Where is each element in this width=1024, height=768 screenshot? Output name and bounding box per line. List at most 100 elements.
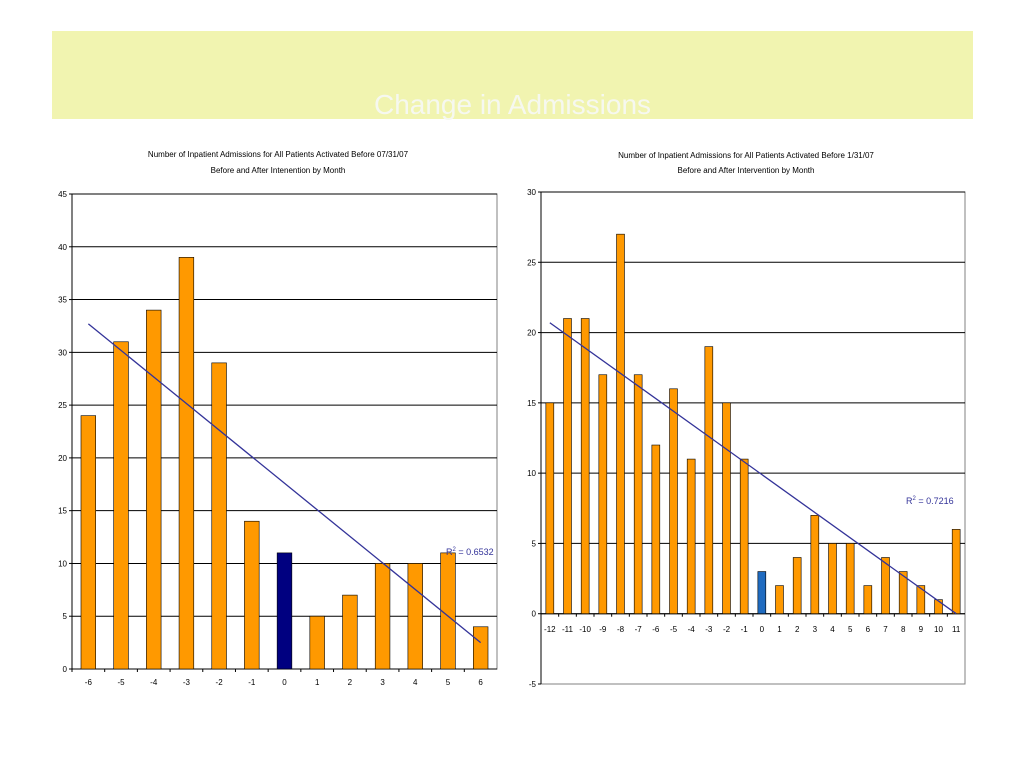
x-tick-label: -3	[705, 625, 713, 634]
bar	[598, 374, 608, 615]
bar	[669, 388, 678, 615]
bar	[407, 563, 423, 670]
bar	[757, 571, 767, 615]
y-tick-label: 30	[527, 188, 536, 197]
title-banner: Change in Admissions	[52, 31, 973, 120]
x-tick-label: 9	[919, 625, 924, 634]
bar	[704, 346, 714, 615]
chart-subtitle: Before and After Intenention by Month	[211, 166, 346, 175]
bar	[580, 318, 590, 615]
x-tick-label: -2	[216, 678, 224, 687]
y-tick-label: 25	[527, 258, 536, 267]
x-tick-label: -5	[670, 625, 678, 634]
x-tick-label: -1	[741, 625, 749, 634]
bar	[898, 571, 908, 615]
y-tick-label: 30	[58, 348, 67, 357]
y-tick-label: 10	[58, 559, 67, 568]
bar	[545, 402, 555, 615]
y-tick-label: 20	[58, 454, 67, 463]
bar	[472, 626, 489, 670]
page-title: Change in Admissions	[373, 89, 652, 120]
chart-title: Number of Inpatient Admissions for All P…	[618, 151, 874, 160]
x-tick-label: 5	[446, 678, 451, 687]
x-tick-label: 0	[282, 678, 287, 687]
x-tick-label: -3	[183, 678, 191, 687]
x-tick-label: 4	[413, 678, 418, 687]
bar	[828, 543, 837, 615]
bar	[146, 309, 162, 670]
bar	[276, 552, 293, 670]
x-tick-label: 6	[478, 678, 483, 687]
bar	[244, 520, 260, 670]
x-tick-label: 7	[883, 625, 888, 634]
bar	[722, 402, 731, 615]
y-tick-label: 35	[58, 296, 67, 305]
r-squared-label: R2 = 0.7216	[906, 496, 954, 506]
y-tick-label: 40	[58, 243, 67, 252]
y-tick-label: 5	[63, 612, 68, 621]
bar	[374, 563, 391, 670]
bar	[792, 557, 802, 615]
bar	[934, 599, 943, 615]
r-squared-label: R2 = 0.6532	[446, 547, 494, 557]
x-tick-label: -7	[635, 625, 643, 634]
y-tick-label: 5	[532, 539, 537, 548]
y-tick-label: 45	[58, 190, 67, 199]
x-tick-label: -9	[599, 625, 607, 634]
bar	[863, 585, 873, 615]
y-tick-label: 25	[58, 401, 67, 410]
chart-title: Number of Inpatient Admissions for All P…	[148, 150, 409, 159]
x-tick-label: 1	[777, 625, 782, 634]
x-tick-label: 6	[866, 625, 871, 634]
x-tick-label: -1	[248, 678, 256, 687]
x-tick-label: -5	[117, 678, 125, 687]
x-tick-label: -12	[544, 625, 556, 634]
bar	[739, 458, 749, 615]
bar	[211, 362, 227, 670]
x-tick-label: -2	[723, 625, 731, 634]
y-tick-label: 15	[527, 399, 536, 408]
x-tick-label: 0	[760, 625, 765, 634]
bar	[881, 557, 890, 615]
x-tick-label: 5	[848, 625, 853, 634]
trendline	[87, 323, 482, 644]
bar	[686, 458, 696, 615]
bar	[616, 233, 625, 615]
bar	[951, 529, 961, 615]
bar	[80, 415, 97, 670]
y-tick-label: 15	[58, 507, 67, 516]
y-tick-label: 0	[63, 665, 68, 674]
bar	[916, 585, 926, 615]
x-tick-label: 11	[952, 625, 961, 634]
x-tick-label: -4	[150, 678, 158, 687]
y-tick-label: 0	[532, 610, 537, 619]
admissions-chart-right: Number of Inpatient Admissions for All P…	[527, 151, 966, 689]
x-tick-label: -11	[562, 625, 574, 634]
bar	[633, 374, 643, 615]
bar	[775, 585, 784, 615]
y-tick-label: 10	[527, 469, 536, 478]
bar	[342, 594, 358, 670]
x-tick-label: -8	[617, 625, 625, 634]
bar	[309, 615, 325, 670]
bar	[113, 341, 129, 670]
bar	[845, 543, 855, 615]
x-tick-label: -10	[579, 625, 591, 634]
x-tick-label: 3	[813, 625, 818, 634]
y-tick-label: 20	[527, 329, 536, 338]
bar	[651, 444, 661, 615]
y-tick-label: -5	[529, 680, 537, 689]
bar	[563, 318, 572, 615]
chart-subtitle: Before and After Intervention by Month	[678, 166, 815, 175]
x-tick-label: 1	[315, 678, 320, 687]
plot-area	[540, 191, 966, 685]
x-tick-label: -6	[652, 625, 660, 634]
bar	[178, 257, 195, 670]
x-tick-label: 3	[380, 678, 385, 687]
x-tick-label: 2	[795, 625, 800, 634]
x-tick-label: 2	[348, 678, 353, 687]
x-tick-label: 4	[830, 625, 835, 634]
bar	[440, 552, 456, 670]
trendline	[549, 322, 957, 615]
x-tick-label: -4	[688, 625, 696, 634]
